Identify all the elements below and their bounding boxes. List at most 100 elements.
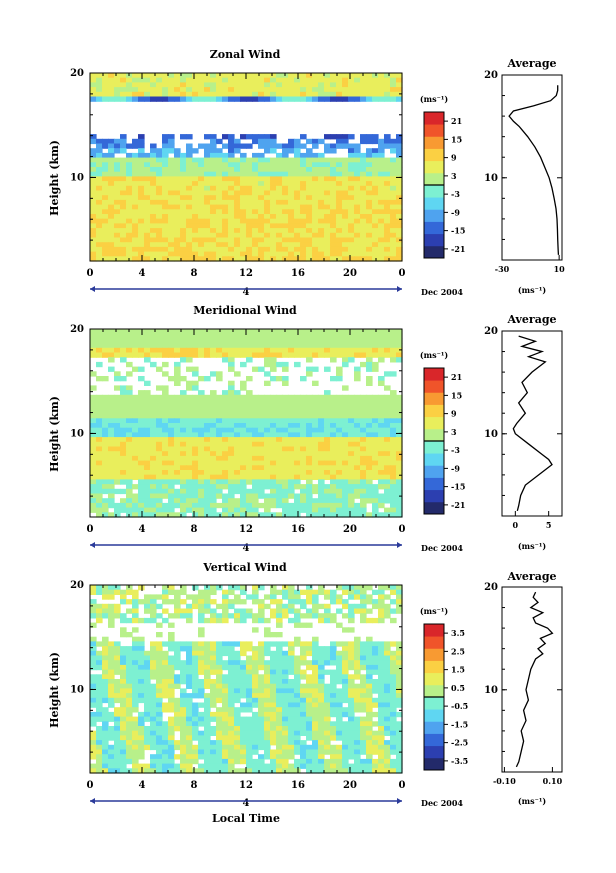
heatmap-cell bbox=[342, 585, 349, 591]
heatmap-cell bbox=[114, 669, 121, 675]
heatmap-cell bbox=[312, 423, 319, 429]
heatmap-cell bbox=[318, 91, 325, 98]
heatmap-cell bbox=[396, 242, 403, 248]
heatmap-cell bbox=[384, 641, 391, 647]
heatmap-cell bbox=[162, 371, 169, 377]
heatmap-cell bbox=[312, 223, 319, 229]
heatmap-cell bbox=[246, 594, 253, 600]
heatmap-cell bbox=[186, 347, 193, 354]
heatmap-cell bbox=[384, 246, 391, 253]
heatmap-cell bbox=[126, 347, 133, 354]
heatmap-cell bbox=[192, 650, 199, 657]
heatmap-cell bbox=[264, 427, 271, 433]
heatmap-cell bbox=[348, 664, 355, 671]
heatmap-cell bbox=[90, 399, 97, 405]
heatmap-cell bbox=[252, 162, 259, 168]
heatmap-cell bbox=[258, 446, 265, 452]
heatmap-cell bbox=[342, 679, 349, 685]
heatmap-cell bbox=[318, 660, 325, 666]
heatmap-cell bbox=[102, 655, 109, 661]
heatmap-cell bbox=[366, 702, 373, 708]
heatmap-cell bbox=[114, 347, 121, 354]
heatmap-cell bbox=[108, 77, 115, 83]
heatmap-cell bbox=[300, 134, 307, 140]
heatmap-cell bbox=[150, 470, 157, 476]
heatmap-cell bbox=[294, 589, 301, 595]
heatmap-cell bbox=[102, 669, 109, 675]
heatmap-cell bbox=[246, 693, 253, 699]
heatmap-cell bbox=[270, 343, 277, 349]
heatmap-cell bbox=[246, 707, 253, 713]
heatmap-cell bbox=[180, 437, 187, 443]
heatmap-cell bbox=[108, 664, 115, 671]
heatmap-cell bbox=[150, 740, 157, 746]
heatmap-cell bbox=[330, 613, 337, 619]
heatmap-cell bbox=[324, 242, 331, 248]
heatmap-cell bbox=[354, 693, 361, 699]
heatmap-cell bbox=[306, 498, 313, 504]
heatmap-cell bbox=[252, 502, 259, 509]
heatmap-cell bbox=[264, 338, 271, 344]
heatmap-cell bbox=[96, 768, 103, 774]
heatmap-cell bbox=[216, 413, 223, 419]
heatmap-cell bbox=[240, 455, 247, 462]
heatmap-cell bbox=[372, 441, 379, 448]
heatmap-cell bbox=[90, 237, 97, 243]
heatmap-cell bbox=[372, 660, 379, 666]
heatmap-cell bbox=[318, 171, 325, 177]
heatmap-cell bbox=[144, 693, 151, 699]
heatmap-cell bbox=[396, 167, 403, 173]
heatmap-cell bbox=[192, 171, 199, 177]
heatmap-cell bbox=[300, 460, 307, 466]
heatmap-cell bbox=[384, 650, 391, 657]
heatmap-cell bbox=[360, 394, 367, 401]
heatmap-cell bbox=[150, 167, 157, 173]
heatmap-cell bbox=[186, 218, 193, 224]
heatmap-cell bbox=[138, 77, 145, 83]
heatmap-cell bbox=[270, 361, 277, 368]
heatmap-cell bbox=[228, 138, 235, 145]
heatmap-cell bbox=[240, 427, 247, 433]
heatmap-cell bbox=[228, 408, 235, 415]
heatmap-cell bbox=[144, 437, 151, 443]
heatmap-cell bbox=[348, 195, 355, 201]
heatmap-cell bbox=[162, 664, 169, 671]
heatmap-cell bbox=[192, 585, 199, 591]
heatmap-cell bbox=[300, 418, 307, 424]
heatmap-cell bbox=[228, 744, 235, 751]
heatmap-cell bbox=[264, 256, 271, 262]
heatmap-cell bbox=[264, 632, 271, 638]
heatmap-cell bbox=[360, 498, 367, 504]
heatmap-cell bbox=[156, 721, 163, 727]
heatmap-cell bbox=[342, 498, 349, 504]
heatmap-cell bbox=[246, 688, 253, 694]
heatmap-cell bbox=[240, 740, 247, 746]
heatmap-cell bbox=[174, 740, 181, 746]
heatmap-cell bbox=[330, 404, 337, 410]
heatmap-cell bbox=[174, 502, 181, 509]
heatmap-cell bbox=[174, 413, 181, 419]
heatmap-cell bbox=[132, 204, 139, 210]
heatmap-cell bbox=[258, 338, 265, 344]
heatmap-cell bbox=[270, 228, 277, 234]
heatmap-cell bbox=[174, 646, 181, 652]
heatmap-cell bbox=[288, 763, 295, 769]
heatmap-cell bbox=[228, 613, 235, 619]
heatmap-cell bbox=[144, 655, 151, 661]
heatmap-cell bbox=[174, 380, 181, 386]
heatmap-cell bbox=[96, 204, 103, 210]
heatmap-cell bbox=[324, 507, 331, 513]
heatmap-cell bbox=[234, 721, 241, 727]
heatmap-cell bbox=[198, 347, 205, 354]
heatmap-cell bbox=[306, 157, 313, 163]
heatmap-cell bbox=[114, 209, 121, 215]
heatmap-cell bbox=[348, 470, 355, 476]
heatmap-cell bbox=[216, 199, 223, 206]
heatmap-cell bbox=[276, 446, 283, 452]
heatmap-cell bbox=[360, 688, 367, 694]
heatmap-cell bbox=[102, 157, 109, 163]
heatmap-cell bbox=[354, 470, 361, 476]
heatmap-cell bbox=[96, 740, 103, 746]
heatmap-cell bbox=[174, 246, 181, 253]
heatmap-cell bbox=[396, 333, 403, 339]
